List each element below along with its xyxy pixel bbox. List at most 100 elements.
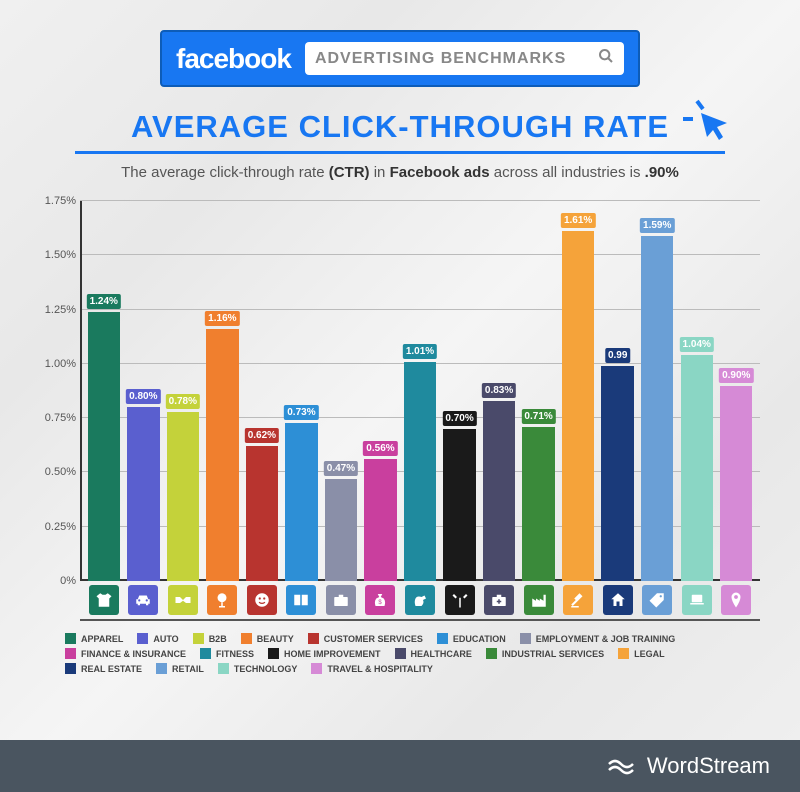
legend-label: TECHNOLOGY — [234, 664, 298, 674]
bar-value-label: 1.04% — [680, 337, 714, 352]
legend-item: INDUSTRIAL SERVICES — [486, 648, 604, 659]
legend-item: EDUCATION — [437, 633, 506, 644]
y-tick: 0.75% — [45, 412, 76, 424]
legend-swatch — [520, 633, 531, 644]
medkit-icon — [484, 585, 514, 615]
legend-swatch — [311, 663, 322, 674]
legend-swatch — [437, 633, 448, 644]
legend-swatch — [218, 663, 229, 674]
icon-cell — [598, 585, 638, 615]
bar-value-label: 0.80% — [126, 389, 160, 404]
legend-label: CUSTOMER SERVICES — [324, 634, 423, 644]
icon-cell — [717, 585, 757, 615]
y-tick: 1.25% — [45, 304, 76, 316]
bar-value-label: 0.78% — [166, 394, 200, 409]
bar-value-label: 1.16% — [205, 311, 239, 326]
bar-slot: 0.71% — [519, 201, 559, 581]
cursor-icon — [679, 91, 735, 155]
legend-label: EDUCATION — [453, 634, 506, 644]
icon-cell — [84, 585, 124, 615]
legend-swatch — [65, 648, 76, 659]
bar-value-label: 1.24% — [87, 294, 121, 309]
bar-slot: 0.56% — [361, 201, 401, 581]
bar-value-label: 1.61% — [561, 213, 595, 228]
bar: 1.01% — [404, 362, 436, 581]
mirror-icon — [207, 585, 237, 615]
bar-slot: 0.70% — [440, 201, 480, 581]
legend-swatch — [268, 648, 279, 659]
bar-slot: 0.62% — [242, 201, 282, 581]
briefcase-icon — [326, 585, 356, 615]
bar: 0.90% — [720, 386, 752, 581]
legend-label: HEALTHCARE — [411, 649, 472, 659]
bar: 0.56% — [364, 459, 396, 581]
bar-value-label: 0.73% — [284, 405, 318, 420]
icon-cell: $ — [361, 585, 401, 615]
laptop-icon — [682, 585, 712, 615]
y-tick: 0% — [60, 575, 76, 587]
icon-cell — [440, 585, 480, 615]
bar-value-label: 0.71% — [521, 409, 555, 424]
icon-cell — [124, 585, 164, 615]
handshake-icon — [168, 585, 198, 615]
bar: 1.61% — [562, 231, 594, 581]
pin-icon — [721, 585, 751, 615]
legend-item: TRAVEL & HOSPITALITY — [311, 663, 433, 674]
legend-item: HOME IMPROVEMENT — [268, 648, 381, 659]
bar: 1.16% — [206, 329, 238, 581]
footer-brand: WordStream — [647, 753, 770, 779]
wordstream-wave-icon — [607, 756, 639, 776]
tshirt-icon — [89, 585, 119, 615]
legend-swatch — [193, 633, 204, 644]
legend-label: INDUSTRIAL SERVICES — [502, 649, 604, 659]
header-badge: facebook ADVERTISING BENCHMARKS — [160, 30, 640, 87]
bar: 0.78% — [167, 412, 199, 581]
y-tick: 0.25% — [45, 521, 76, 533]
bar-slot: 1.16% — [203, 201, 243, 581]
legend-item: FITNESS — [200, 648, 254, 659]
legend-item: FINANCE & INSURANCE — [65, 648, 186, 659]
search-icon — [598, 48, 614, 69]
bar: 0.62% — [246, 446, 278, 581]
bar-value-label: 0.70% — [442, 411, 476, 426]
bar-value-label: 0.62% — [245, 428, 279, 443]
footer: WordStream — [0, 740, 800, 792]
icon-cell — [242, 585, 282, 615]
legend-label: RETAIL — [172, 664, 204, 674]
sub-p3: in — [370, 164, 390, 181]
search-text: ADVERTISING BENCHMARKS — [315, 50, 566, 68]
legend-label: FITNESS — [216, 649, 254, 659]
bar-slot: 0.99 — [598, 201, 638, 581]
page-title: AVERAGE CLICK-THROUGH RATE — [75, 109, 725, 154]
home-icon — [603, 585, 633, 615]
bar-slot: 1.24% — [84, 201, 124, 581]
y-tick: 1.75% — [45, 195, 76, 207]
legend-label: BEAUTY — [257, 634, 294, 644]
icon-cell — [163, 585, 203, 615]
legend-item: APPAREL — [65, 633, 123, 644]
y-tick: 0.50% — [45, 466, 76, 478]
legend-swatch — [65, 633, 76, 644]
chart-area: 0%0.25%0.50%0.75%1.00%1.25%1.50%1.75% 1.… — [80, 201, 760, 581]
legend-label: LEGAL — [634, 649, 665, 659]
moneybag-icon: $ — [365, 585, 395, 615]
bar: 1.04% — [681, 355, 713, 581]
icon-cell — [479, 585, 519, 615]
legend-label: TRAVEL & HOSPITALITY — [327, 664, 433, 674]
legend-item: CUSTOMER SERVICES — [308, 633, 423, 644]
tools-icon — [445, 585, 475, 615]
icon-cell — [637, 585, 677, 615]
bar: 0.70% — [443, 429, 475, 581]
icon-cell — [400, 585, 440, 615]
gavel-icon — [563, 585, 593, 615]
facebook-logo: facebook — [176, 43, 291, 75]
sub-p4: Facebook ads — [390, 164, 490, 181]
bar: 0.80% — [127, 407, 159, 581]
icon-cell — [677, 585, 717, 615]
legend-item: TECHNOLOGY — [218, 663, 298, 674]
icon-cell — [203, 585, 243, 615]
bar: 0.83% — [483, 401, 515, 581]
legend-item: RETAIL — [156, 663, 204, 674]
bar-value-label: 0.99 — [605, 348, 630, 363]
bar: 0.99 — [601, 366, 633, 581]
